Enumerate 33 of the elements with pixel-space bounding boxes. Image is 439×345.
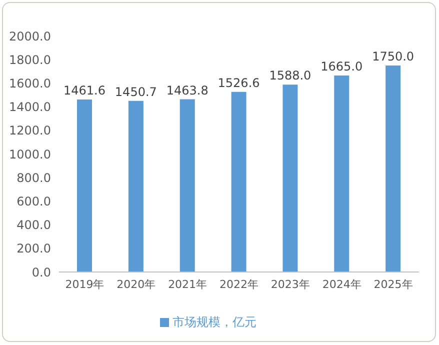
data-label: 1588.0: [269, 68, 312, 83]
bar: [180, 99, 195, 272]
y-tick-label: 1400.0: [9, 100, 51, 114]
y-tick-label: 1800.0: [9, 52, 51, 67]
y-tick-label: 1600.0: [9, 76, 51, 90]
data-label: 1665.0: [320, 60, 363, 74]
bar: [386, 66, 401, 272]
x-tick-label: 2022年: [220, 278, 258, 291]
data-label: 1463.8: [166, 83, 208, 98]
bar: [128, 100, 144, 272]
x-tick-label: 2020年: [116, 278, 156, 291]
legend-label: 市场规模，亿元: [172, 315, 256, 329]
y-tick-label: 200.0: [16, 242, 51, 256]
y-tick-label: 1200.0: [9, 124, 51, 138]
data-label: 1461.6: [64, 84, 106, 98]
y-tick-label: 1000.0: [9, 147, 51, 162]
bar: [334, 76, 350, 272]
x-tick-label: 2024年: [322, 278, 362, 291]
data-label: 1450.7: [114, 84, 157, 99]
y-tick-label: 0.0: [32, 265, 51, 280]
y-tick-label: 600.0: [16, 194, 51, 208]
y-tick-label: 2000.0: [9, 29, 51, 44]
y-tick-label: 400.0: [16, 218, 51, 232]
x-tick-label: 2023年: [270, 278, 310, 291]
y-tick-label: 800.0: [16, 170, 51, 185]
x-tick-label: 2021年: [168, 278, 208, 291]
x-tick-label: 2019年: [65, 278, 104, 291]
bar: [231, 92, 246, 272]
bar: [282, 84, 298, 272]
bar: [77, 100, 92, 272]
data-label: 1526.6: [218, 76, 260, 90]
x-tick-label: 2025年: [374, 278, 413, 291]
data-label: 1750.0: [372, 50, 414, 64]
